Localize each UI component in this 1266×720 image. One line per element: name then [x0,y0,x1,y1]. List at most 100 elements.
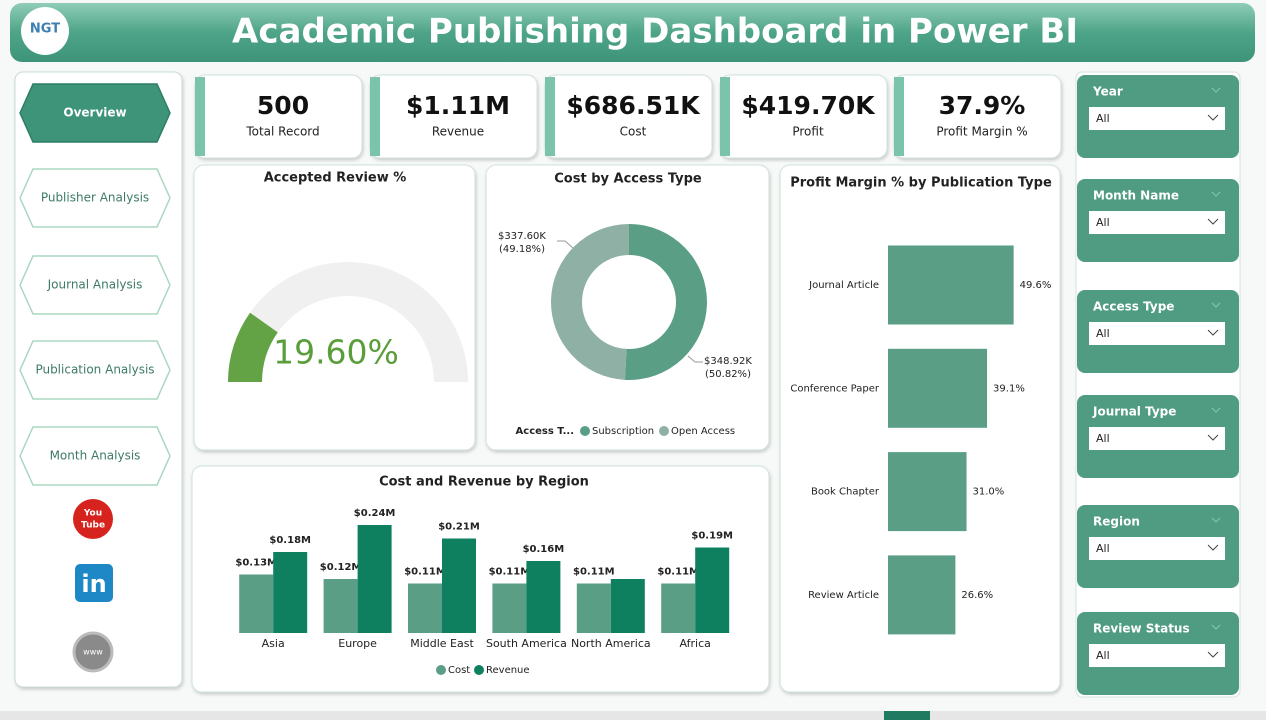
data-label: $0.11M [573,567,615,578]
kpi-value: $1.11M [406,91,510,120]
kpi-value: 500 [257,91,309,120]
chart-title: Cost by Access Type [554,172,702,187]
x-tick-label: Africa [680,637,711,650]
nav-label[interactable]: Publication Analysis [35,363,154,377]
bar [323,579,358,633]
bar [888,555,956,635]
kpi-value: $419.70K [741,91,876,120]
data-label: $0.11M [489,567,531,578]
dropdown-chevron [1207,434,1219,441]
bar [695,547,730,633]
y-tick-label: Conference Paper [790,383,880,394]
youtube-icon[interactable] [73,499,113,539]
slicer-dropdown[interactable] [1089,107,1225,130]
kpi-accent [894,77,904,156]
chart-title: Cost and Revenue by Region [379,475,589,490]
nav-label[interactable]: Publisher Analysis [41,191,149,205]
slicer-dropdown[interactable] [1089,427,1225,450]
data-label: 26.6% [961,590,993,601]
nav-button[interactable] [19,168,171,228]
kpi-label: Profit [792,125,824,139]
slicer-value: All [1096,542,1110,555]
kpi-value: $686.51K [566,91,701,120]
nav-button[interactable] [19,340,171,400]
tab-bar [0,711,1266,720]
slicer-label: Month Name [1093,189,1179,203]
nav-label[interactable]: Journal Analysis [47,278,143,292]
nav-button[interactable] [19,255,171,315]
slicer-dropdown[interactable] [1089,644,1225,667]
linkedin-text: in [81,570,106,598]
dropdown-chevron [1207,218,1219,225]
kpi-accent [545,77,555,156]
data-label: $0.11M [404,567,446,578]
bar [576,583,611,633]
slicer-value: All [1096,327,1110,340]
nav-button[interactable] [19,426,171,486]
bar [442,538,476,633]
bar [888,245,1014,325]
gauge-track [228,262,468,382]
web-text: www [83,648,103,657]
bar [273,552,308,633]
kpi-label: Profit Margin % [936,125,1027,139]
chart-card [485,164,770,451]
slicer-label: Review Status [1093,622,1190,636]
kpi-value: 37.9% [939,91,1026,120]
logo-text: NGT [30,22,60,37]
dropdown-chevron [1207,544,1219,551]
data-label: $0.18M [269,535,311,546]
bar [610,579,645,633]
slicer-dropdown[interactable] [1089,211,1225,234]
slicer-label: Access Type [1093,300,1174,314]
bar [661,583,696,633]
kpi-label: Revenue [432,125,484,139]
x-tick-label: Europe [338,637,377,650]
chart-title: Profit Margin % by Publication Type [790,176,1052,191]
youtube-text: You [83,509,102,519]
page-title: Academic Publishing Dashboard in Power B… [232,12,1078,52]
slicer-value: All [1096,649,1110,662]
slicer-dropdown[interactable] [1089,537,1225,560]
donut-slice [550,223,629,380]
y-tick-label: Journal Article [808,280,879,291]
x-tick-label: South America [486,637,567,650]
linkedin-icon[interactable] [75,564,113,602]
data-label: 39.1% [993,383,1025,394]
y-tick-label: Book Chapter [811,487,880,498]
slicer-label: Journal Type [1092,405,1176,419]
slicer-chevron [1211,517,1221,523]
bar [357,525,392,633]
data-label: $0.16M [523,544,565,555]
x-tick-label: Asia [262,637,285,650]
data-label: $0.11M [657,567,699,578]
chart-card [193,164,476,451]
bar [888,452,967,532]
slicer-value: All [1096,432,1110,445]
legend-marker [659,426,669,436]
x-tick-label: North America [571,637,651,650]
bar [888,348,988,428]
dropdown-chevron [1207,329,1219,336]
slicer-chevron [1211,302,1221,308]
kpi-accent [370,77,380,156]
legend-label: Revenue [486,665,530,676]
slicer-dropdown[interactable] [1089,322,1225,345]
web-icon[interactable] [72,631,114,673]
bar [526,561,561,633]
donut-slice [624,224,707,380]
youtube-text: Tube [81,521,105,531]
legend-label: Subscription [592,426,654,437]
x-tick-label: Middle East [410,637,474,650]
kpi-accent [720,77,730,156]
legend-marker [474,665,484,675]
logo [21,7,69,55]
nav-button[interactable] [19,83,171,143]
active-tab[interactable] [884,711,930,720]
dropdown-chevron [1207,114,1219,121]
nav-label[interactable]: Overview [63,106,126,120]
data-label: $0.13M [235,558,277,569]
data-label: 31.0% [973,487,1005,498]
nav-label[interactable]: Month Analysis [50,449,141,463]
